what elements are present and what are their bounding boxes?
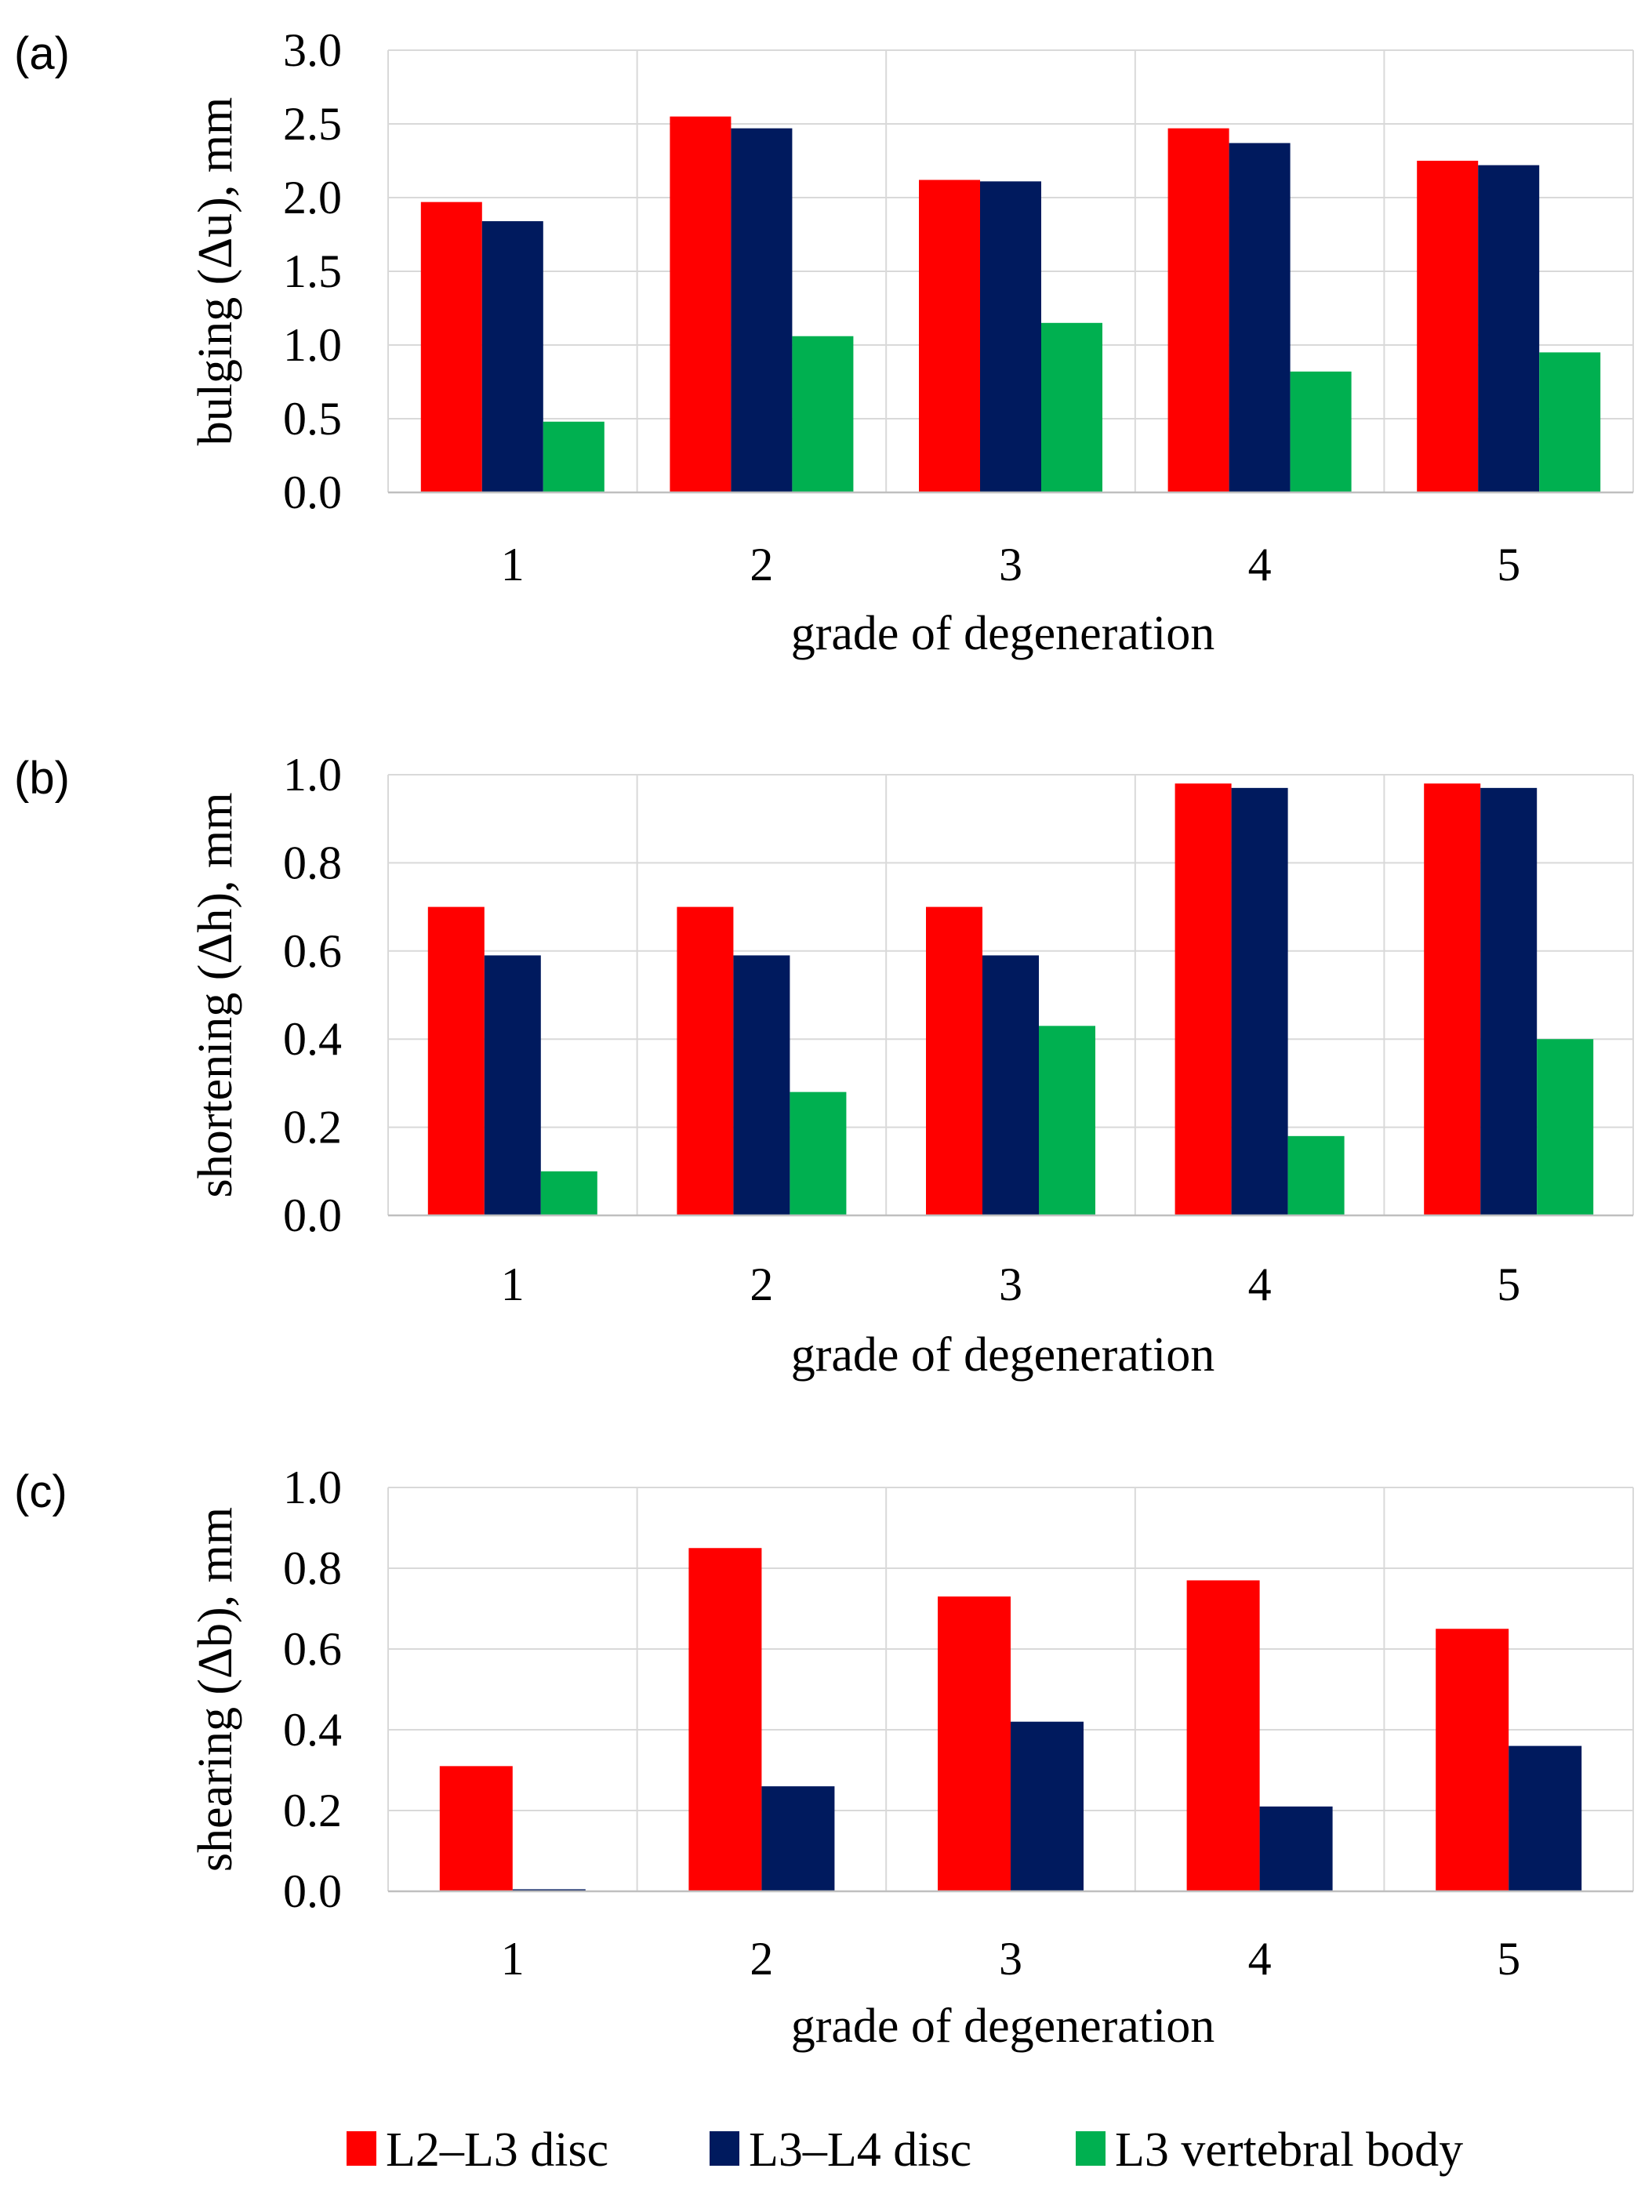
bar <box>540 1171 597 1215</box>
x-tick-label: 4 <box>1248 1933 1272 1985</box>
x-tick-label: 1 <box>501 1259 525 1310</box>
y-tick-label: 2.5 <box>283 98 342 150</box>
bar <box>938 1596 1011 1891</box>
legend-label: L2–L3 disc <box>386 2123 608 2177</box>
bar <box>733 955 790 1215</box>
bar <box>1039 1026 1095 1215</box>
x-tick-label: 2 <box>750 1933 773 1985</box>
bar <box>1287 1135 1345 1215</box>
y-tick-label: 0.6 <box>283 1623 342 1675</box>
bar <box>1175 783 1232 1215</box>
y-tick-label: 1.0 <box>283 1462 342 1513</box>
bar <box>1417 161 1479 492</box>
x-tick-label: 5 <box>1497 539 1520 590</box>
chart-panel-3: 0.0 0.2 0.4 0.6 0.8 1.0 1 2 3 4 5 grade of degenera… <box>14 1462 1634 2053</box>
bar <box>512 1889 586 1891</box>
y-tick-label: 0.0 <box>283 467 342 518</box>
x-tick-label: 5 <box>1497 1259 1520 1310</box>
bar <box>484 955 541 1215</box>
legend-label: L3–L4 disc <box>749 2123 971 2177</box>
bar <box>1290 371 1352 492</box>
bar <box>1186 1580 1260 1891</box>
y-tick-label: 1.0 <box>283 319 342 371</box>
legend-item: L2–L3 disc <box>347 2123 608 2177</box>
bar <box>790 1091 847 1215</box>
x-tick-label: 5 <box>1497 1933 1520 1985</box>
bar <box>761 1786 835 1891</box>
bar <box>1231 787 1288 1215</box>
x-axis-title: grade of degeneration <box>791 607 1215 660</box>
y-tick-label: 2.0 <box>283 172 342 223</box>
bar <box>1436 1629 1509 1891</box>
bar <box>420 202 482 492</box>
y-axis-title: shortening (Δh), mm <box>189 793 242 1198</box>
legend-swatch <box>710 2131 739 2166</box>
x-axis-title: grade of degeneration <box>791 2000 1215 2053</box>
legend-item: L3 vertebral body <box>1076 2123 1463 2177</box>
bar <box>1478 165 1540 492</box>
bar <box>1229 143 1291 492</box>
bar <box>688 1548 762 1891</box>
y-tick-label: 3.0 <box>283 24 342 76</box>
legend-swatch <box>347 2131 376 2166</box>
bar <box>792 336 854 492</box>
bar <box>919 180 980 492</box>
bar <box>677 906 734 1215</box>
bar <box>926 906 982 1215</box>
legend: L2–L3 disc L3–L4 disc L3 vertebral body <box>347 2123 1463 2177</box>
panel-label: (c) <box>14 1466 67 1517</box>
x-tick-label: 4 <box>1248 539 1272 590</box>
bar <box>1011 1721 1084 1891</box>
bar <box>1480 787 1538 1215</box>
bar <box>1041 322 1102 492</box>
x-axis-title: grade of degeneration <box>791 1328 1215 1382</box>
x-tick-label: 2 <box>750 1259 773 1310</box>
bar <box>439 1766 513 1891</box>
y-tick-label: 0.8 <box>283 1542 342 1594</box>
legend-item: L3–L4 disc <box>710 2123 971 2177</box>
x-tick-label: 3 <box>999 1933 1022 1985</box>
y-tick-label: 1.5 <box>283 245 342 297</box>
bar <box>670 116 732 492</box>
panel-label: (b) <box>14 753 70 804</box>
y-tick-label: 0.5 <box>283 393 342 445</box>
x-tick-label: 1 <box>501 1933 525 1985</box>
panel-label: (a) <box>14 28 70 79</box>
bar <box>980 181 1041 492</box>
bar <box>731 128 793 492</box>
legend-label: L3 vertebral body <box>1115 2123 1463 2177</box>
x-tick-label: 3 <box>999 539 1022 590</box>
bar <box>427 906 485 1215</box>
x-tick-label: 4 <box>1248 1259 1272 1310</box>
y-tick-label: 0.8 <box>283 837 342 888</box>
y-tick-label: 0.0 <box>283 1865 342 1917</box>
y-tick-label: 0.4 <box>283 1704 342 1756</box>
bar <box>1424 783 1481 1215</box>
y-tick-label: 0.4 <box>283 1013 342 1065</box>
bar <box>1539 352 1601 492</box>
y-tick-label: 0.6 <box>283 925 342 977</box>
y-tick-label: 0.2 <box>283 1785 342 1836</box>
x-tick-label: 1 <box>501 539 525 590</box>
x-tick-label: 2 <box>750 539 773 590</box>
bar <box>1167 128 1229 492</box>
y-tick-label: 0.0 <box>283 1190 342 1241</box>
y-tick-label: 0.2 <box>283 1102 342 1153</box>
bar <box>1537 1039 1594 1215</box>
chart-panel-2: 0.0 0.2 0.4 0.6 0.8 1.0 1 2 3 4 5 grade of degenera… <box>14 749 1634 1382</box>
legend-swatch <box>1076 2131 1106 2166</box>
y-axis-title: shearing (Δb), mm <box>189 1507 242 1872</box>
chart-panel-1: 0.0 0.5 1.0 1.5 2.0 2.5 3.0 1 2 3 4 5 grade of degen… <box>14 24 1634 660</box>
bar <box>982 955 1039 1215</box>
bar <box>1259 1806 1333 1891</box>
x-tick-label: 3 <box>999 1259 1022 1310</box>
y-tick-label: 1.0 <box>283 749 342 801</box>
bar <box>543 421 605 492</box>
bar <box>1509 1745 1582 1891</box>
bar <box>481 221 543 492</box>
y-axis-title: bulging (Δu), mm <box>189 97 242 446</box>
